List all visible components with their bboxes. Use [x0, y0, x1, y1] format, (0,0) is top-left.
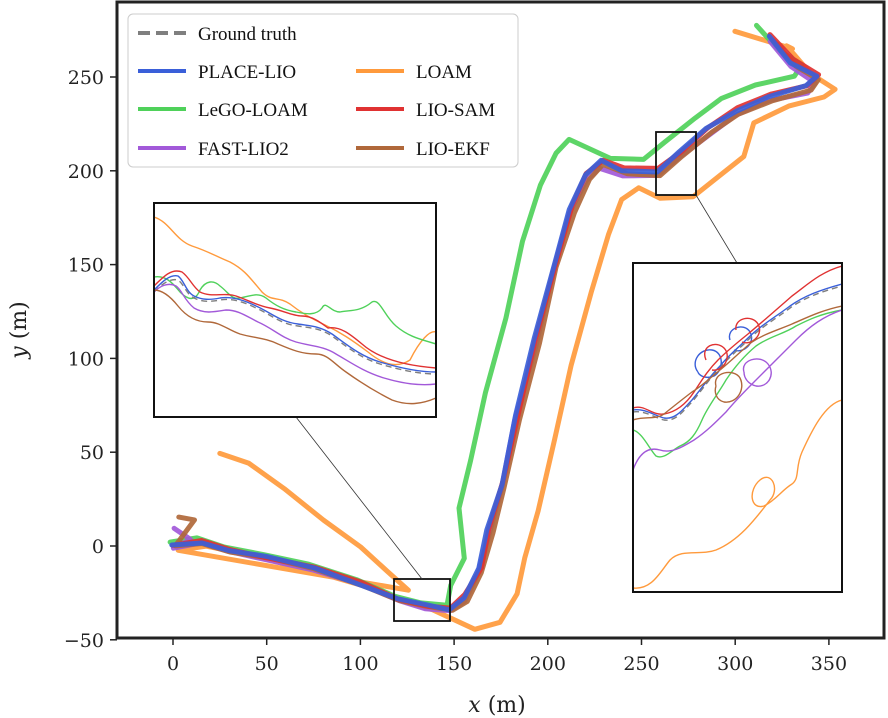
- legend-label: Ground truth: [198, 24, 297, 45]
- zoom-connector-left: [295, 416, 423, 580]
- legend-label: LIO-EKF: [416, 139, 490, 160]
- legend-label: FAST-LIO2: [198, 139, 289, 160]
- x-tick-label: 150: [436, 653, 472, 675]
- inset-left-loam: [154, 216, 436, 366]
- y-tick-label: −50: [64, 630, 104, 652]
- inset-left-gt: [154, 278, 436, 375]
- zoom-box-right: [655, 131, 697, 196]
- y-axis: −50 0 50 100 150 200 250: [64, 67, 117, 652]
- x-tick-label: 0: [167, 653, 179, 675]
- x-tick-label: 200: [530, 653, 566, 675]
- x-axis-label: x (m): [468, 693, 525, 718]
- y-tick-label: 150: [68, 255, 104, 277]
- y-tick-label: 200: [68, 161, 104, 183]
- inset-right-fastlio: [633, 309, 842, 471]
- inset-right: [632, 262, 843, 593]
- inset-right-lioekf: [633, 305, 842, 421]
- inset-right-lego: [633, 309, 842, 458]
- y-tick-label: 100: [68, 348, 104, 370]
- x-tick-label: 100: [342, 653, 378, 675]
- trajectories: [167, 22, 838, 632]
- inset-left-lego: [154, 275, 436, 345]
- inset-right-loam: [633, 399, 842, 589]
- inset-left-fastlio: [154, 283, 436, 386]
- y-tick-label: 250: [68, 67, 104, 89]
- legend-label: LeGO-LOAM: [198, 100, 308, 121]
- legend-label: PLACE-LIO: [198, 62, 296, 83]
- legend: Ground truth PLACE-LIO LeGO-LOAM FAST-LIO2 L…: [127, 13, 519, 168]
- x-tick-label: 50: [255, 653, 279, 675]
- x-tick-label: 250: [623, 653, 659, 675]
- y-axis-label: y (m): [7, 301, 32, 359]
- inset-right-gt: [633, 285, 842, 421]
- x-axis: 0 50 100 150 200 250 300 350: [167, 638, 847, 675]
- inset-left-liosam: [154, 270, 436, 369]
- y-tick-label: 50: [80, 442, 104, 464]
- inset-left-lioekf: [154, 289, 436, 405]
- inset-left: [153, 202, 437, 418]
- x-tick-label: 350: [811, 653, 847, 675]
- inset-left-place: [154, 275, 436, 373]
- legend-label: LIO-SAM: [416, 100, 495, 121]
- x-tick-label: 300: [717, 653, 753, 675]
- series-line-place-lio: [169, 33, 820, 613]
- y-tick-label: 0: [92, 536, 104, 558]
- legend-box: [127, 13, 519, 168]
- legend-label: LOAM: [416, 62, 472, 83]
- zoom-connector-right: [695, 194, 738, 264]
